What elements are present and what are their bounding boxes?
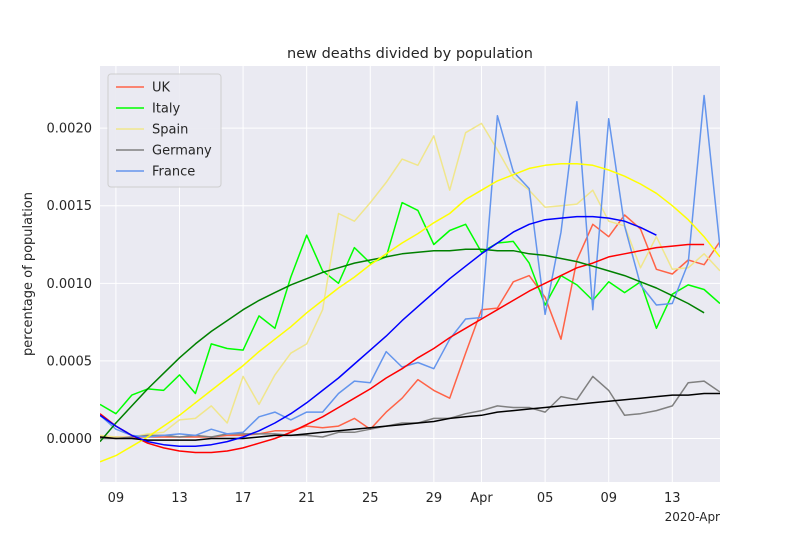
x-tick-label: 29 [426, 491, 443, 506]
trend-line-france [100, 215, 657, 448]
chart-title: new deaths divided by population [287, 46, 533, 62]
y-tick-label: 0.0020 [47, 122, 93, 137]
trend-line-spain [100, 163, 720, 463]
legend: UK Italy Spain Germany France [107, 73, 222, 188]
legend-label: Spain [152, 123, 188, 138]
series-line-italy [100, 201, 720, 415]
series-line-germany [100, 375, 720, 440]
x-tick-label: 05 [537, 491, 554, 506]
trend-line-italy [100, 248, 705, 443]
y-tick-label: 0.0015 [47, 199, 93, 214]
x-tick-label: 25 [362, 491, 379, 506]
series-line-spain [100, 122, 720, 438]
x-tick-label: 13 [664, 491, 681, 506]
y-axis-label: percentage of population [21, 192, 36, 356]
series-lines [100, 94, 720, 463]
legend-label: Germany [152, 144, 212, 159]
y-axis-ticks: 0.0000 0.0005 0.0010 0.0015 0.0020 [47, 122, 93, 447]
legend-label: UK [152, 81, 171, 96]
y-tick-label: 0.0010 [47, 277, 93, 292]
x-tick-label: 21 [298, 491, 315, 506]
legend-label: Italy [152, 102, 181, 117]
trend-line-uk [100, 243, 705, 454]
x-tick-label: 09 [600, 491, 617, 506]
x-axis-offset-label: 2020-Apr [665, 510, 720, 524]
x-tick-label: 09 [108, 491, 125, 506]
x-tick-label: 17 [235, 491, 252, 506]
trend-line-germany [100, 392, 720, 441]
x-axis-ticks: 09 13 17 21 25 29 Apr 05 09 13 [108, 491, 681, 506]
legend-box [107, 73, 222, 188]
y-tick-label: 0.0005 [47, 354, 93, 369]
x-tick-label: 13 [171, 491, 188, 506]
legend-label: France [152, 165, 195, 180]
series-line-uk [100, 214, 720, 438]
y-tick-label: 0.0000 [47, 432, 93, 447]
x-tick-label: Apr [470, 491, 493, 506]
